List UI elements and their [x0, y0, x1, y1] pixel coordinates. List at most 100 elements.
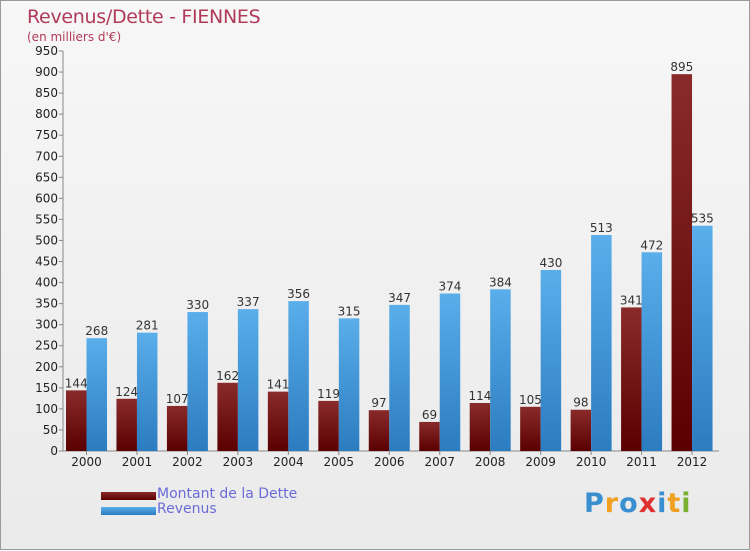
data-label-revenus: 315 — [338, 304, 361, 318]
bar-dette — [419, 421, 440, 451]
bar-dette — [267, 391, 289, 451]
chart-title: Revenus/Dette - FIENNES — [27, 6, 261, 28]
bar-dette — [116, 398, 137, 451]
bar-dette — [166, 405, 188, 451]
data-label-revenus: 268 — [85, 324, 108, 338]
bar-revenus — [288, 301, 309, 451]
y-tick-label: 450 — [35, 255, 58, 269]
bar-dette — [621, 307, 642, 451]
data-label-dette: 124 — [115, 385, 138, 399]
data-label-dette: 144 — [65, 376, 88, 390]
chart-subtitle: (en milliers d'€) — [27, 30, 122, 44]
bar-dette — [66, 390, 87, 451]
legend-label-revenus: Revenus — [157, 501, 217, 517]
y-tick-label: 250 — [35, 339, 58, 353]
legend-swatch-revenus — [101, 507, 156, 515]
y-tick-label: 900 — [35, 65, 58, 79]
y-tick-label: 200 — [35, 360, 58, 374]
data-label-revenus: 347 — [388, 291, 411, 305]
y-tick-label: 400 — [35, 276, 58, 290]
data-label-revenus: 356 — [287, 287, 310, 301]
bar-revenus — [86, 338, 107, 451]
x-tick-label: 2012 — [677, 455, 708, 469]
bar-dette — [217, 382, 238, 451]
legend-swatch-dette — [101, 492, 156, 500]
x-tick-label: 2001 — [122, 455, 153, 469]
bar-dette — [570, 409, 592, 451]
x-tick-label: 2010 — [576, 455, 607, 469]
bar-revenus — [136, 332, 158, 451]
y-tick-label: 800 — [35, 107, 58, 121]
bar-revenus — [540, 269, 562, 451]
bar-revenus — [490, 289, 511, 451]
y-tick-label: 650 — [35, 170, 58, 184]
data-label-revenus: 513 — [590, 221, 613, 235]
x-tick-label: 2007 — [424, 455, 455, 469]
legend-label-dette: Montant de la Dette — [157, 486, 298, 502]
y-tick-label: 950 — [35, 44, 58, 58]
bar-revenus — [389, 304, 410, 451]
data-labels: 144 268 124 281 107 330 162 337 141 356 119 315 97 34… — [65, 60, 714, 422]
logo-letter: i — [681, 488, 692, 519]
y-tick-label: 50 — [43, 423, 58, 437]
bar-revenus — [641, 252, 663, 451]
bar-dette — [520, 406, 541, 451]
y-tick-label: 850 — [35, 86, 58, 100]
bars — [66, 74, 713, 451]
bar-revenus — [237, 309, 259, 451]
data-label-dette: 98 — [573, 396, 588, 410]
logo-letter: o — [619, 488, 639, 519]
x-tick-label: 2006 — [374, 455, 405, 469]
logo-letter: r — [604, 488, 620, 519]
data-label-dette: 114 — [468, 389, 491, 403]
bar-revenus — [692, 225, 713, 451]
data-label-dette: 69 — [422, 408, 437, 422]
data-label-revenus: 374 — [439, 280, 462, 294]
bar-dette — [671, 74, 693, 451]
y-tick-label: 100 — [35, 402, 58, 416]
data-label-revenus: 337 — [237, 295, 260, 309]
x-tick-label: 2003 — [223, 455, 254, 469]
data-label-dette: 162 — [216, 369, 239, 383]
bar-revenus — [591, 235, 612, 451]
data-label-revenus: 384 — [489, 275, 512, 289]
x-tick-label: 2004 — [273, 455, 304, 469]
data-label-dette: 105 — [519, 393, 542, 407]
y-tick-label: 600 — [35, 191, 58, 205]
x-tick-label: 2009 — [525, 455, 556, 469]
y-tick-label: 500 — [35, 233, 58, 247]
data-label-revenus: 472 — [640, 238, 663, 252]
x-tick-label: 2000 — [71, 455, 102, 469]
logo-letter: i — [657, 488, 668, 519]
data-label-dette: 107 — [166, 392, 189, 406]
y-tick-label: 350 — [35, 297, 58, 311]
y-tick-label: 150 — [35, 381, 58, 395]
bar-dette — [368, 410, 390, 451]
y-tick-label: 550 — [35, 212, 58, 226]
x-tick-label: 2002 — [172, 455, 203, 469]
y-tick-label: 0 — [50, 444, 58, 458]
x-tick-label: 2005 — [324, 455, 355, 469]
data-label-revenus: 281 — [136, 319, 159, 333]
y-tick-label: 700 — [35, 149, 58, 163]
bar-revenus — [439, 293, 461, 451]
data-label-revenus: 430 — [539, 256, 562, 270]
logo-letter: t — [667, 488, 682, 519]
bar-revenus — [187, 312, 208, 451]
y-tick-label: 750 — [35, 128, 58, 142]
data-label-revenus: 330 — [186, 298, 209, 312]
x-tick-label: 2008 — [475, 455, 506, 469]
data-label-dette: 341 — [620, 293, 643, 307]
x-tick-label: 2011 — [626, 455, 657, 469]
data-label-dette: 97 — [371, 396, 386, 410]
data-label-dette: 119 — [317, 387, 340, 401]
data-label-revenus: 535 — [691, 212, 714, 226]
bar-dette — [318, 400, 339, 451]
proxiti-logo: Proxiti — [584, 488, 692, 519]
data-label-dette: 895 — [670, 60, 693, 74]
data-label-dette: 141 — [267, 378, 290, 392]
logo-letter: P — [584, 488, 605, 519]
bar-revenus — [338, 318, 360, 451]
